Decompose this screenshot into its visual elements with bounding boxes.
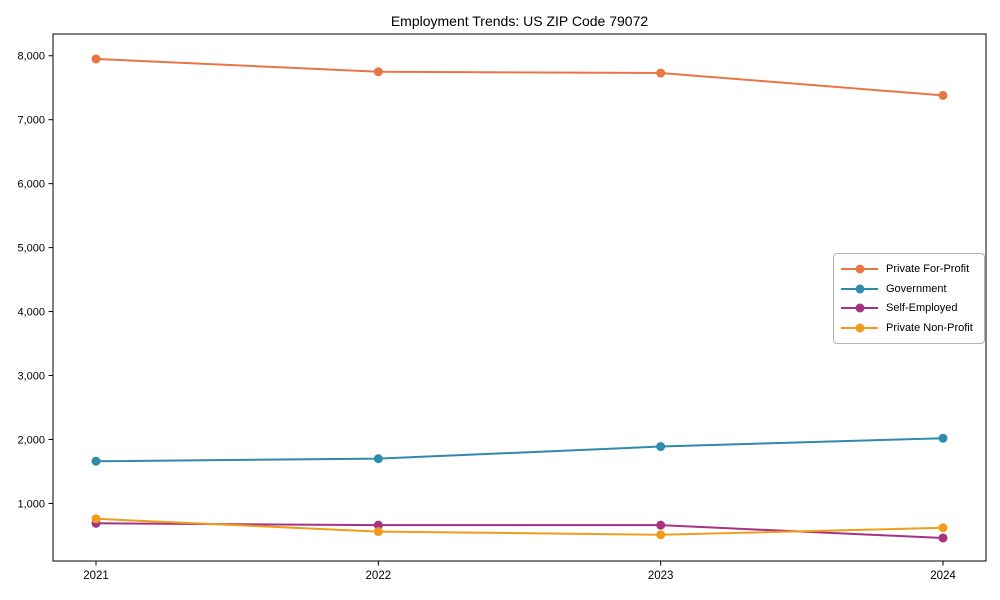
legend-line-marker-icon <box>841 323 878 333</box>
legend-line-marker-icon <box>841 284 878 294</box>
data-point <box>938 433 948 443</box>
legend-item: Self-Employed <box>841 299 977 319</box>
y-tick-label: 2,000 <box>17 434 45 446</box>
data-point <box>938 523 948 533</box>
data-point <box>373 520 383 530</box>
legend-label: Government <box>886 282 947 295</box>
data-point <box>373 454 383 464</box>
x-tick-label: 2022 <box>366 570 392 582</box>
legend-item: Government <box>841 279 977 299</box>
series-line <box>95 437 944 463</box>
data-point <box>91 514 101 524</box>
axes-box <box>52 33 987 562</box>
legend-line-marker-icon <box>841 264 878 274</box>
x-tick-label: 2024 <box>930 570 956 582</box>
plot-area: 1,000 2,000 3,000 4,000 5,000 6,000 7,000 8,000… <box>17 33 987 582</box>
y-tick-label: 5,000 <box>17 243 45 255</box>
data-point <box>938 90 948 100</box>
y-tick-label: 6,000 <box>17 179 45 191</box>
y-tick-label: 3,000 <box>17 371 45 383</box>
y-tick-label: 7,000 <box>17 115 45 127</box>
legend-label: Self-Employed <box>886 302 958 315</box>
y-tick-label: 1,000 <box>17 498 45 510</box>
legend-label: Private For-Profit <box>886 262 970 275</box>
x-tick-label: 2023 <box>648 570 674 582</box>
y-tick-label: 4,000 <box>17 307 45 319</box>
data-point <box>938 533 948 543</box>
data-point <box>91 456 101 466</box>
legend-dot-icon <box>855 303 864 313</box>
legend-dot-icon <box>855 284 864 294</box>
series-line <box>95 57 944 97</box>
y-tick-label: 8,000 <box>17 51 45 63</box>
data-point <box>373 527 383 537</box>
legend-item: Private For-Profit <box>841 259 977 279</box>
data-point <box>656 520 666 530</box>
x-tick-label: 2021 <box>83 570 109 582</box>
data-point <box>656 530 666 540</box>
chart-title: Employment Trends: US ZIP Code 79072 <box>391 13 649 29</box>
legend-dot-icon <box>855 323 864 333</box>
legend: Private For-Profit Government Self-Employe… <box>833 253 985 344</box>
data-point <box>373 67 383 77</box>
data-point <box>91 54 101 64</box>
legend-item: Private Non-Profit <box>841 318 977 338</box>
data-point <box>656 68 666 78</box>
legend-dot-icon <box>855 264 864 274</box>
legend-line-marker-icon <box>841 303 878 313</box>
legend-label: Private Non-Profit <box>886 322 973 335</box>
data-point <box>656 442 666 452</box>
series-line <box>95 517 944 536</box>
